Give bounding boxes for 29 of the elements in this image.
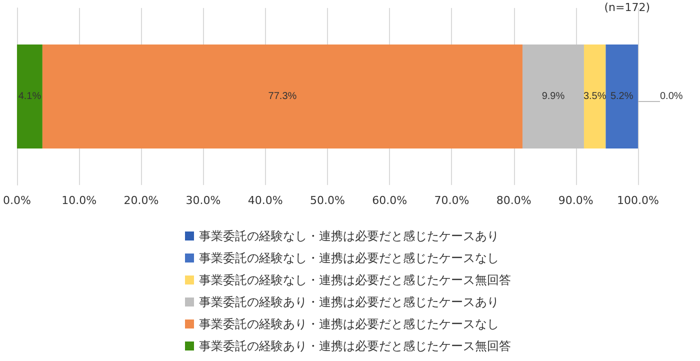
legend-label: 事業委託の経験あり・連携は必要だと感じたケースあり <box>199 295 499 309</box>
bar <box>522 44 584 148</box>
bar <box>606 44 638 148</box>
data-label: 0.0% <box>660 91 683 102</box>
legend-label: 事業委託の経験なし・連携は必要だと感じたケースあり <box>199 229 499 243</box>
x-tick-label: 70.0% <box>434 194 470 207</box>
bar <box>16 44 42 148</box>
legend-label: 事業委託の経験あり・連携は必要だと感じたケースなし <box>199 317 499 331</box>
x-tick-label: 60.0% <box>372 194 408 207</box>
data-label: 5.2% <box>610 91 634 102</box>
annotation: (n=172) <box>604 1 650 14</box>
data-label: 3.5% <box>583 91 606 102</box>
data-label: 9.9% <box>542 91 565 102</box>
legend-label: 事業委託の経験なし・連携は必要だと感じたケース無回答 <box>199 273 511 287</box>
x-tick-label: 0.0% <box>2 194 31 207</box>
x-tick-label: 80.0% <box>496 194 532 207</box>
x-tick-label: 100.0% <box>617 194 659 207</box>
x-tick-label: 20.0% <box>124 194 159 207</box>
x-tick-label: 50.0% <box>310 194 345 207</box>
data-label: 4.1% <box>18 91 42 102</box>
bar <box>584 44 606 148</box>
data-label: 77.3% <box>268 91 297 102</box>
legend-label: 事業委託の経験なし・連携は必要だと感じたケースなし <box>199 251 499 265</box>
legend-label: 事業委託の経験あり・連携は必要だと感じたケース無回答 <box>199 339 511 353</box>
x-tick-label: 90.0% <box>558 194 594 207</box>
x-tick-label: 10.0% <box>62 194 97 207</box>
x-tick-label: 40.0% <box>248 194 283 207</box>
bar <box>42 44 522 148</box>
x-tick-label: 30.0% <box>186 194 221 207</box>
